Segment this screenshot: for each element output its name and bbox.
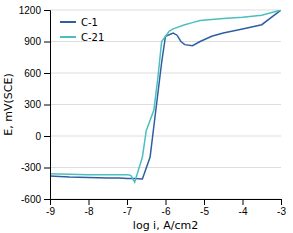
- y-tick-mark: [44, 73, 50, 74]
- legend-label: C-1: [81, 17, 98, 28]
- y-tick-mark: [44, 168, 50, 169]
- legend-swatch: [60, 21, 76, 23]
- x-tick: -9: [46, 199, 55, 217]
- x-tick-mark: [243, 199, 244, 205]
- series-line: [50, 10, 281, 182]
- y-tick: 300: [24, 99, 50, 110]
- y-tick-mark: [44, 136, 50, 137]
- x-tick: -6: [162, 199, 171, 217]
- x-tick-label: -8: [85, 206, 94, 217]
- chart: -9-8-7-6-5-4-3-600-30003006009001200C-1C…: [0, 0, 293, 233]
- y-tick: 900: [24, 36, 50, 47]
- x-tick: -8: [85, 199, 94, 217]
- y-tick-label: 1200: [19, 5, 42, 16]
- y-axis-title: E, mV(SCE): [2, 73, 15, 135]
- legend-swatch: [60, 36, 76, 38]
- x-axis-line: [51, 200, 282, 206]
- lines: [50, 10, 281, 182]
- plot: -9-8-7-6-5-4-3-600-30003006009001200C-1C…: [19, 5, 287, 217]
- x-tick-mark: [281, 199, 282, 205]
- x-tick: -4: [239, 199, 248, 217]
- y-tick-label: -300: [21, 162, 41, 173]
- y-tick-label: 900: [24, 36, 41, 47]
- y-tick-label: 300: [24, 99, 41, 110]
- y-tick-label: 600: [24, 68, 41, 79]
- x-tick-label: -5: [200, 206, 209, 217]
- x-tick: -3: [277, 199, 286, 217]
- grid-line: [50, 136, 281, 137]
- x-tick-mark: [166, 199, 167, 205]
- y-tick: -600: [21, 194, 50, 205]
- grid-line: [50, 10, 281, 11]
- grid: [50, 10, 281, 199]
- y-tick: 1200: [19, 5, 50, 16]
- legend-item: C-21: [60, 32, 104, 43]
- legend: C-1 C-21: [60, 17, 104, 43]
- x-tick-label: -6: [162, 206, 171, 217]
- y-axis: -600 -300 0 300 600 900 1200: [19, 5, 51, 205]
- y-tick-mark: [44, 10, 50, 11]
- grid-line: [50, 104, 281, 105]
- x-axis-title: log i, A/cm2: [133, 219, 198, 232]
- y-tick-label: -600: [21, 194, 41, 205]
- x-tick-label: -7: [123, 206, 132, 217]
- y-tick-label: 0: [35, 131, 41, 142]
- x-tick-label: -4: [239, 206, 248, 217]
- y-tick-mark: [44, 42, 50, 43]
- x-tick-mark: [89, 199, 90, 205]
- y-tick-mark: [44, 199, 50, 200]
- x-tick-label: -9: [46, 206, 55, 217]
- y-tick: 0: [35, 131, 50, 142]
- y-axis-line: [44, 11, 51, 200]
- x-tick: -5: [200, 199, 209, 217]
- legend-item: C-1: [60, 17, 98, 28]
- x-tick: -7: [123, 199, 132, 217]
- x-tick-mark: [204, 199, 205, 205]
- y-tick: -300: [21, 162, 50, 173]
- x-tick-mark: [127, 199, 128, 205]
- y-tick-mark: [44, 105, 50, 106]
- x-tick-label: -3: [277, 206, 286, 217]
- y-tick: 600: [24, 68, 50, 79]
- grid-line: [50, 167, 281, 168]
- grid-line: [50, 73, 281, 74]
- x-axis: -9 -8 -7 -6 -5 -4 -3: [46, 199, 286, 217]
- legend-label: C-21: [81, 32, 104, 43]
